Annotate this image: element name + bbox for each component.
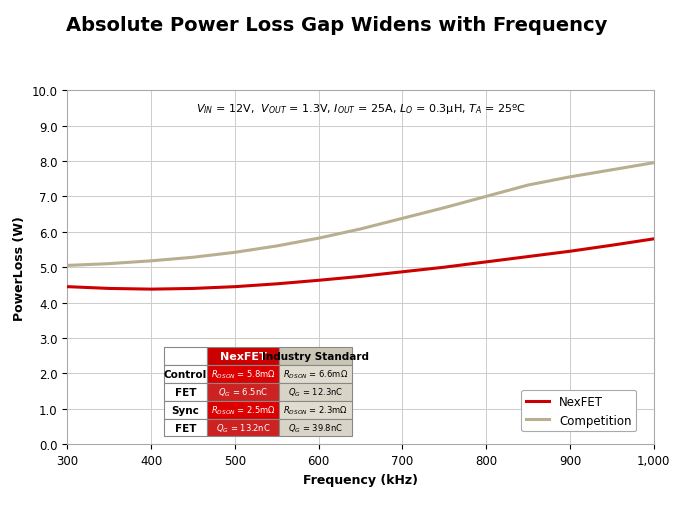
Text: FET: FET [175, 387, 196, 397]
NexFET [231, 284, 239, 290]
NexFET [398, 269, 406, 275]
Bar [164, 383, 208, 401]
Competition [105, 261, 113, 267]
NexFET [357, 274, 365, 280]
NexFET [105, 286, 113, 292]
Legend: NexFET, Competition: NexFET, Competition [521, 390, 636, 431]
NexFET [147, 286, 155, 292]
NexFET [482, 260, 490, 266]
NexFET [566, 248, 574, 255]
Text: $Q_G$ = 12.3nC: $Q_G$ = 12.3nC [288, 386, 343, 398]
NexFET [315, 278, 323, 284]
Bar [279, 419, 353, 437]
Bar [279, 383, 353, 401]
Bar [279, 347, 353, 365]
Bar [208, 347, 279, 365]
NexFET [524, 254, 532, 260]
NexFET [440, 265, 448, 271]
Text: $V_{IN}$ = 12V,  $V_{OUT}$ = 1.3V, $I_{OUT}$ = 25A, $L_O$ = 0.3μH, $T_A$ = 25ºC: $V_{IN}$ = 12V, $V_{OUT}$ = 1.3V, $I_{OU… [195, 102, 526, 116]
Text: Absolute Power Loss Gap Widens with Frequency: Absolute Power Loss Gap Widens with Freq… [66, 16, 608, 35]
Text: FET: FET [175, 423, 196, 433]
Competition [189, 255, 197, 261]
Bar [164, 419, 208, 437]
NexFET [650, 236, 658, 242]
Competition [608, 168, 616, 174]
Bar [164, 365, 208, 383]
Text: $R_{DSON}$ = 6.6mΩ: $R_{DSON}$ = 6.6mΩ [283, 368, 348, 380]
Text: $Q_G$ = 13.2nC: $Q_G$ = 13.2nC [216, 422, 271, 434]
Competition [482, 194, 490, 200]
Bar [164, 347, 208, 365]
Competition [650, 161, 658, 167]
Text: $R_{DSON}$ = 2.5mΩ: $R_{DSON}$ = 2.5mΩ [211, 403, 276, 416]
Text: $R_{DSON}$ = 2.3mΩ: $R_{DSON}$ = 2.3mΩ [283, 403, 348, 416]
Bar [164, 401, 208, 419]
Competition [147, 258, 155, 264]
Competition [440, 205, 448, 211]
Line: NexFET: NexFET [67, 239, 654, 289]
Bar [279, 401, 353, 419]
Text: Industry Standard: Industry Standard [262, 351, 369, 361]
Bar [279, 365, 353, 383]
Text: $Q_G$ = 39.8nC: $Q_G$ = 39.8nC [288, 422, 343, 434]
Text: $Q_G$ = 6.5nC: $Q_G$ = 6.5nC [218, 386, 268, 398]
Competition [273, 243, 281, 249]
Bar [208, 401, 279, 419]
Competition [524, 183, 532, 189]
Line: Competition: Competition [67, 164, 654, 266]
Competition [357, 226, 365, 232]
Text: Sync: Sync [172, 405, 200, 415]
NexFET [189, 286, 197, 292]
Bar [208, 365, 279, 383]
NexFET [63, 284, 71, 290]
X-axis label: Frequency (kHz): Frequency (kHz) [303, 473, 418, 486]
Text: Control: Control [164, 369, 207, 379]
Competition [231, 250, 239, 256]
Text: $R_{DSON}$ = 5.8mΩ: $R_{DSON}$ = 5.8mΩ [211, 368, 276, 380]
NexFET [273, 281, 281, 287]
Competition [315, 236, 323, 242]
Bar [208, 383, 279, 401]
Y-axis label: PowerLoss (W): PowerLoss (W) [13, 215, 26, 320]
NexFET [608, 243, 616, 249]
Competition [398, 216, 406, 222]
Bar [208, 419, 279, 437]
Competition [63, 263, 71, 269]
Text: NexFET: NexFET [220, 351, 267, 361]
Competition [566, 175, 574, 181]
